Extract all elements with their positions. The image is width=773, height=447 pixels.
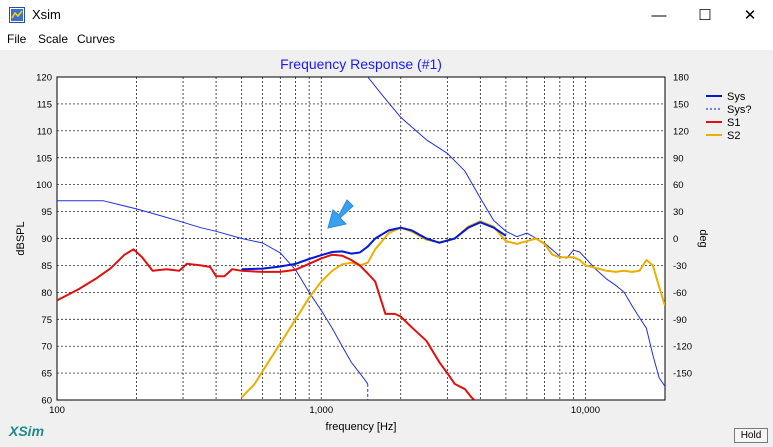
y2-tick-label: -150 (673, 369, 692, 380)
series-sys-phase (57, 200, 369, 385)
series-sys (241, 221, 507, 271)
y-tick-label: 95 (41, 207, 52, 218)
app-icon (9, 7, 25, 23)
y2-tick-label: -90 (673, 315, 687, 326)
y-tick-label: 80 (41, 288, 52, 299)
y-tick-label: 110 (37, 126, 52, 137)
title-bar: Xsim — ☐ ✕ (0, 0, 773, 30)
y-tick-label: 90 (41, 234, 52, 245)
minimize-button[interactable]: — (636, 0, 682, 30)
y-tick-label: 70 (41, 342, 52, 353)
x-tick-label: 100 (49, 405, 65, 416)
menu-file[interactable]: File (7, 32, 27, 46)
y2-tick-label: -30 (673, 261, 687, 272)
y2-axis-label: deg (697, 229, 709, 247)
chart-title: Frequency Response (#1) (280, 56, 442, 72)
legend-label: Sys? (727, 104, 751, 116)
x-tick-label: 1,000 (309, 405, 333, 416)
close-button[interactable]: ✕ (727, 0, 773, 30)
maximize-icon: ☐ (698, 7, 712, 24)
menu-scale[interactable]: Scale (38, 32, 69, 46)
legend-label: Sys (727, 91, 746, 103)
y2-tick-label: -120 (673, 342, 692, 353)
y-tick-label: 120 (36, 73, 52, 84)
legend-label: S1 (727, 117, 740, 129)
window-title: Xsim (32, 7, 61, 22)
y-axis-label: dBSPL (15, 221, 27, 255)
x-tick-label: 10,000 (571, 405, 600, 416)
y-tick-label: 60 (41, 396, 52, 407)
y2-tick-label: 180 (673, 73, 689, 84)
menu-bar: File Scale Curves (0, 30, 773, 50)
plot-area: 60 65 70 75 80 85 90 95 100 105 110 115 120 -150 -120 -… (0, 50, 773, 447)
y-tick-label: 85 (41, 261, 52, 272)
y-tick-label: 65 (41, 369, 52, 380)
frequency-response-chart: 60 65 70 75 80 85 90 95 100 105 110 115 120 -150 -120 -… (15, 56, 751, 433)
y2-tick-label: -60 (673, 288, 687, 299)
y2-tick-label: 120 (673, 126, 689, 137)
series-s1 (57, 248, 476, 400)
y-tick-label: 75 (41, 315, 52, 326)
y-tick-label: 115 (37, 99, 52, 110)
y2-tick-label: 150 (673, 99, 689, 110)
legend-label: S2 (727, 130, 740, 142)
y2-tick-label: 90 (673, 153, 684, 164)
y2-tick-label: 0 (673, 234, 678, 245)
minimize-icon: — (651, 6, 667, 24)
y-tick-label: 100 (36, 180, 52, 191)
maximize-button[interactable]: ☐ (682, 0, 728, 30)
pointer-arrow-icon (327, 199, 354, 229)
xsim-logo: XSim (9, 423, 45, 439)
close-icon: ✕ (743, 7, 757, 24)
x-axis-label: frequency [Hz] (326, 421, 397, 433)
menu-curves[interactable]: Curves (77, 32, 116, 46)
y2-tick-label: 30 (673, 207, 684, 218)
hold-button[interactable]: Hold (734, 428, 768, 443)
y-tick-label: 105 (36, 153, 52, 164)
y2-tick-label: 60 (673, 180, 684, 191)
